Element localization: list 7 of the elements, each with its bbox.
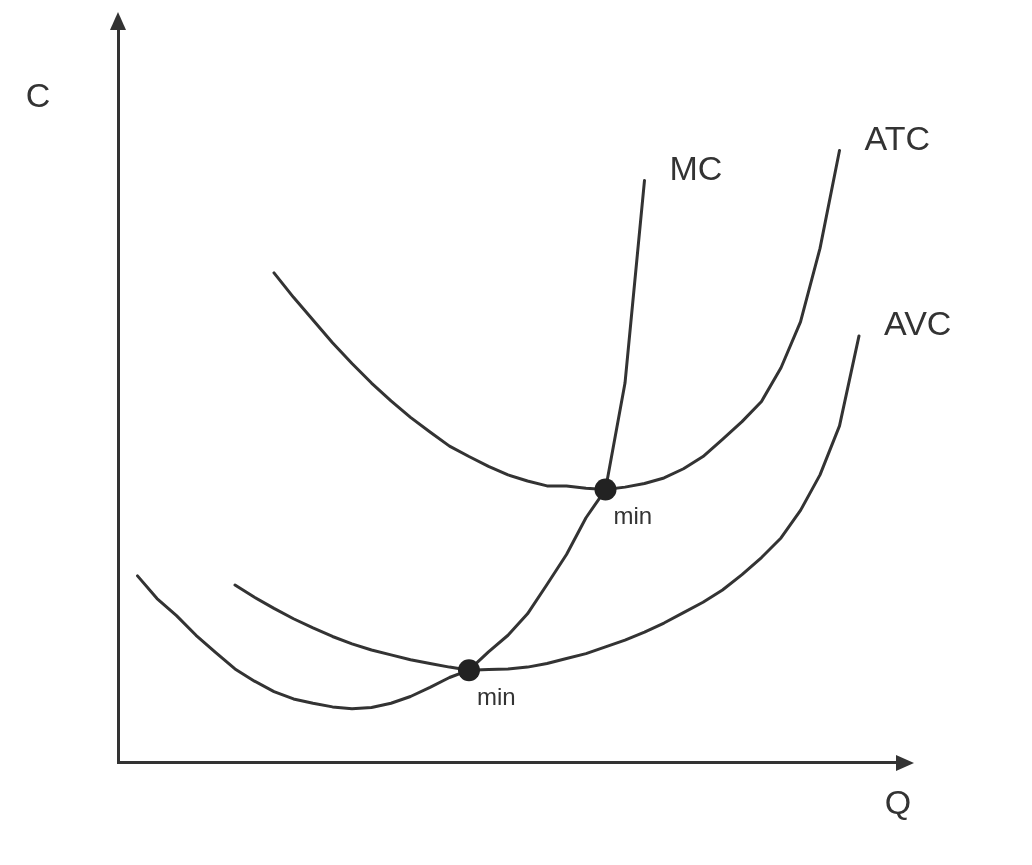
y-axis-title: C <box>25 76 51 115</box>
series-label: MC <box>669 148 723 187</box>
series-label: AVC <box>884 304 952 343</box>
annotation: min <box>477 682 516 710</box>
x-axis-title: Q <box>884 782 912 821</box>
annotation: min <box>613 502 653 530</box>
series-label: ATC <box>864 118 930 157</box>
